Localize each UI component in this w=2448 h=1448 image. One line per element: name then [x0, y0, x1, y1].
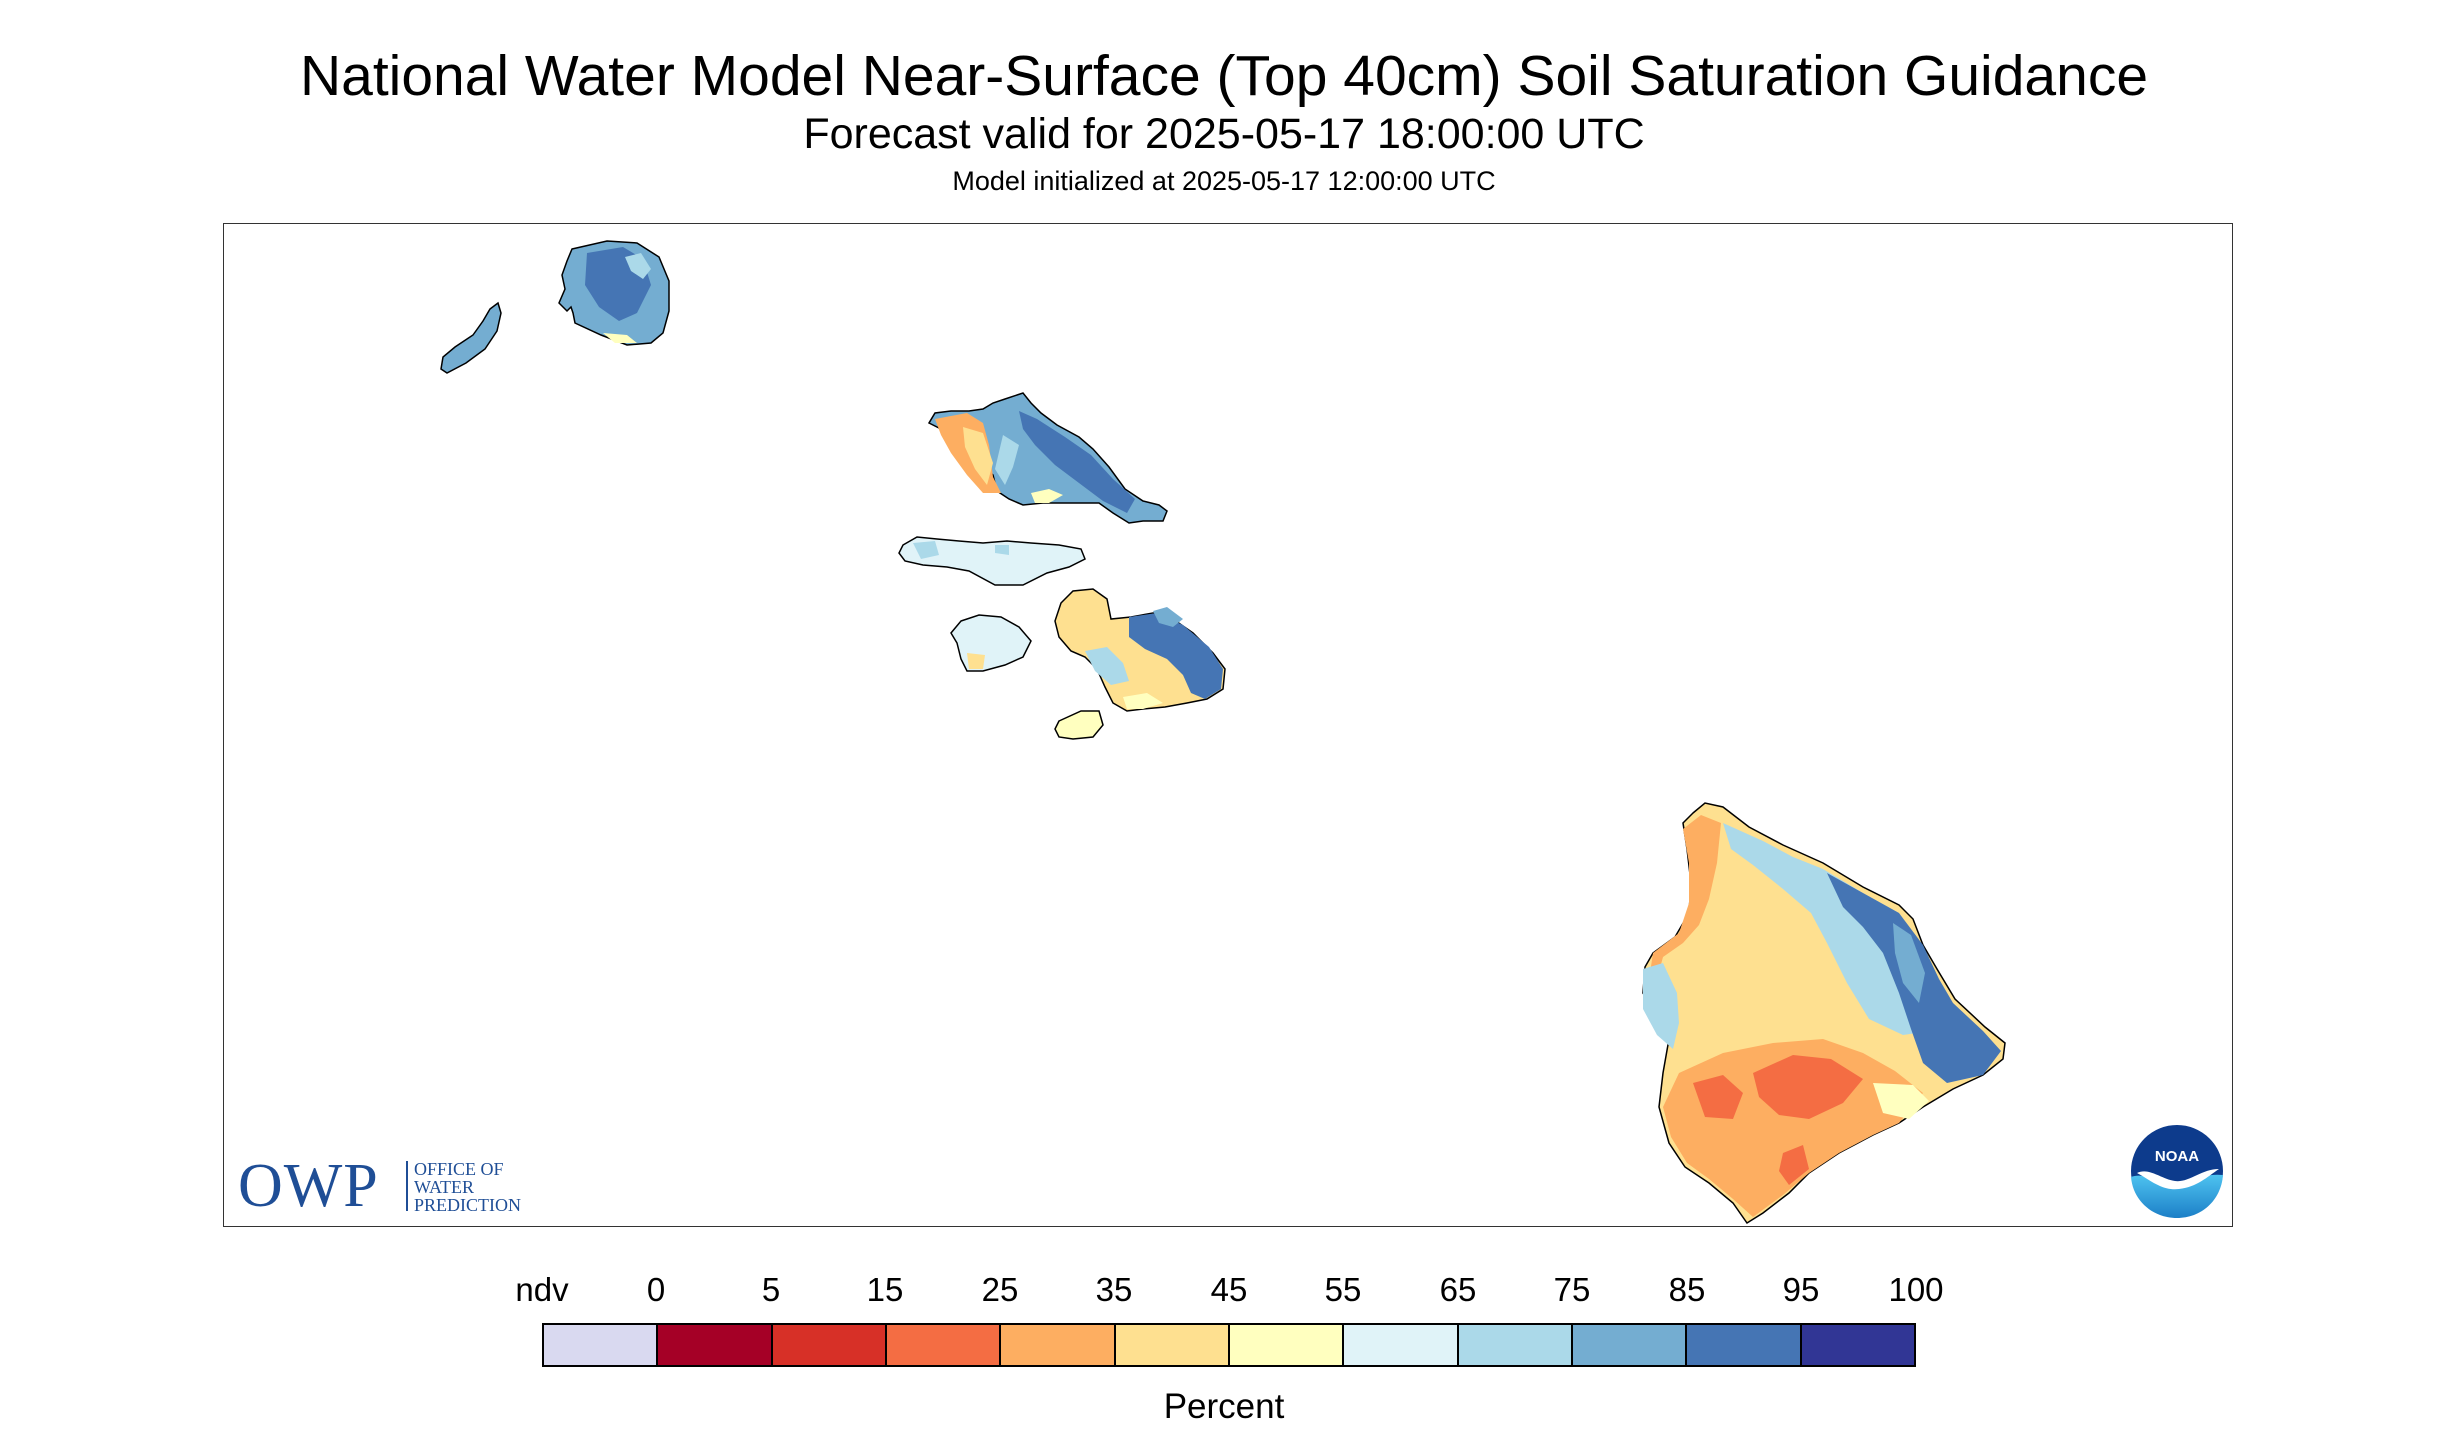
owp-logo-line1: OFFICE OF — [414, 1159, 504, 1179]
model-init-time: Model initialized at 2025-05-17 12:00:00… — [952, 166, 1496, 196]
legend-color-bar — [542, 1323, 1916, 1367]
island-kahoolawe — [1054, 710, 1104, 740]
legend-label: 15 — [866, 1271, 904, 1308]
island-maui — [1054, 588, 1226, 712]
legend-label: 100 — [1888, 1271, 1944, 1308]
map-frame — [223, 223, 2233, 1227]
legend-swatch — [1115, 1325, 1230, 1365]
noaa-logo-text: NOAA — [2155, 1148, 2199, 1165]
legend-label: 65 — [1439, 1271, 1477, 1308]
legend-swatch — [658, 1325, 773, 1365]
legend-label: 55 — [1324, 1271, 1362, 1308]
island-oahu — [927, 392, 1168, 524]
island-kauai — [558, 240, 670, 346]
owp-logo-letters: OWP — [238, 1152, 379, 1220]
legend-label: 95 — [1782, 1271, 1820, 1308]
legend-label: ndv — [515, 1271, 569, 1308]
island-hawaii — [1642, 802, 2006, 1225]
island-molokai — [898, 536, 1086, 586]
legend-label: 85 — [1668, 1271, 1706, 1308]
map-canvas — [440, 240, 2006, 1225]
legend-labels: ndv 0 5 15 25 35 45 55 65 75 85 95 100 — [0, 1270, 2448, 1310]
legend-swatch — [772, 1325, 887, 1365]
legend-swatch — [1801, 1325, 1914, 1365]
owp-logo-line3: PREDICTION — [414, 1195, 521, 1215]
noaa-logo: NOAA — [2129, 1123, 2225, 1219]
legend-swatch — [1687, 1325, 1802, 1365]
owp-logo-line2: WATER — [414, 1177, 474, 1197]
legend-swatch — [1229, 1325, 1345, 1365]
legend-units: Percent — [1163, 1387, 1285, 1426]
legend-label: 25 — [981, 1271, 1019, 1308]
legend-label: 45 — [1210, 1271, 1248, 1308]
island-niihau — [440, 301, 502, 374]
owp-logo-divider — [406, 1161, 408, 1211]
map-title: National Water Model Near-Surface (Top 4… — [299, 44, 2149, 108]
legend-swatch — [1344, 1325, 1459, 1365]
forecast-valid-time: Forecast valid for 2025-05-17 18:00:00 U… — [803, 110, 1645, 158]
legend-swatch — [1458, 1325, 1573, 1365]
owp-logo-subtitle: OFFICE OF WATER PREDICTION — [414, 1160, 574, 1214]
legend-label: 75 — [1553, 1271, 1591, 1308]
legend-label: 0 — [646, 1271, 666, 1308]
island-lanai — [950, 614, 1032, 672]
legend-swatch — [1001, 1325, 1116, 1365]
legend-swatch — [1572, 1325, 1688, 1365]
legend-label: 35 — [1095, 1271, 1133, 1308]
legend-swatch — [544, 1325, 659, 1365]
legend-label: 5 — [761, 1271, 781, 1308]
legend-swatch — [886, 1325, 1002, 1365]
